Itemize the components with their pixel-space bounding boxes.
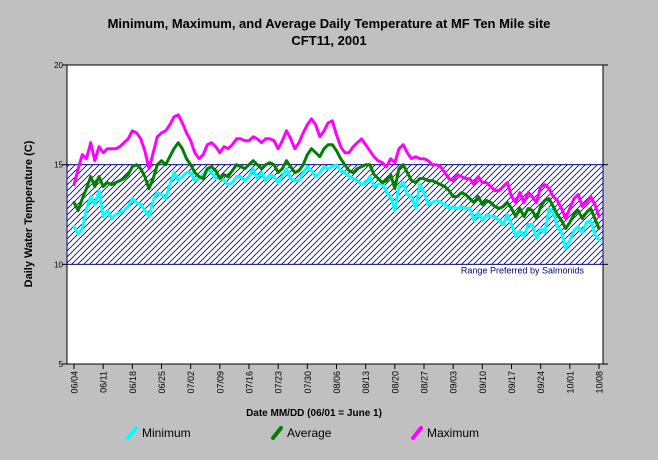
y-tick-label: 5: [59, 360, 64, 369]
y-axis-label: Daily Water Temperature (C): [23, 140, 35, 287]
preferred-range-label: Range Preferred by Salmonids: [461, 265, 585, 275]
x-tick-label: 09/03: [449, 371, 459, 394]
series-line-maximum: [72, 113, 601, 220]
series-line-average: [72, 141, 601, 230]
x-tick-label: 08/20: [390, 371, 400, 394]
legend-label-minimum: Minimum: [142, 426, 191, 440]
legend: Minimum Average Maximum: [126, 426, 479, 440]
legend-label-average: Average: [287, 426, 332, 440]
series-line-minimum: [72, 163, 601, 250]
x-tick-label: 08/13: [361, 371, 371, 394]
series-lines: [72, 113, 601, 250]
x-tick-label: 06/25: [157, 371, 167, 394]
legend-swatch-minimum: [126, 426, 138, 440]
chart-title: Minimum, Maximum, and Average Daily Temp…: [108, 16, 551, 31]
x-tick-label: 10/01: [565, 371, 575, 394]
y-tick-label: 15: [54, 161, 63, 170]
x-tick-label: 06/18: [128, 371, 138, 394]
x-tick-label: 07/02: [186, 371, 196, 394]
x-tick-label: 08/06: [332, 371, 342, 394]
chart-subtitle: CFT11, 2001: [291, 33, 366, 48]
x-tick-label: 09/24: [536, 371, 546, 394]
x-tick-label: 07/23: [274, 371, 284, 394]
x-tick-label: 09/17: [507, 371, 517, 394]
y-tick-label: 20: [54, 61, 63, 70]
x-tick-label: 06/11: [99, 371, 109, 393]
x-tick-label: 07/16: [245, 371, 255, 394]
x-axis-label: Date MM/DD (06/01 = June 1): [246, 408, 382, 419]
y-tick-label: 10: [54, 260, 63, 269]
legend-swatch-average: [271, 426, 283, 440]
x-tick-label: 08/27: [420, 371, 430, 394]
legend-label-maximum: Maximum: [427, 426, 479, 440]
x-tick-label: 07/09: [215, 371, 225, 394]
legend-swatch-maximum: [411, 426, 423, 440]
y-axis: 5 10 15 20: [54, 61, 608, 369]
x-tick-label: 10/08: [595, 371, 605, 394]
x-tick-label: 09/10: [478, 371, 488, 394]
x-tick-label: 07/30: [303, 371, 313, 394]
x-tick-label: 06/04: [70, 371, 80, 394]
x-axis: 06/04 06/11 06/18 06/25 07/02 07/09 07/16 07/23…: [70, 364, 605, 394]
